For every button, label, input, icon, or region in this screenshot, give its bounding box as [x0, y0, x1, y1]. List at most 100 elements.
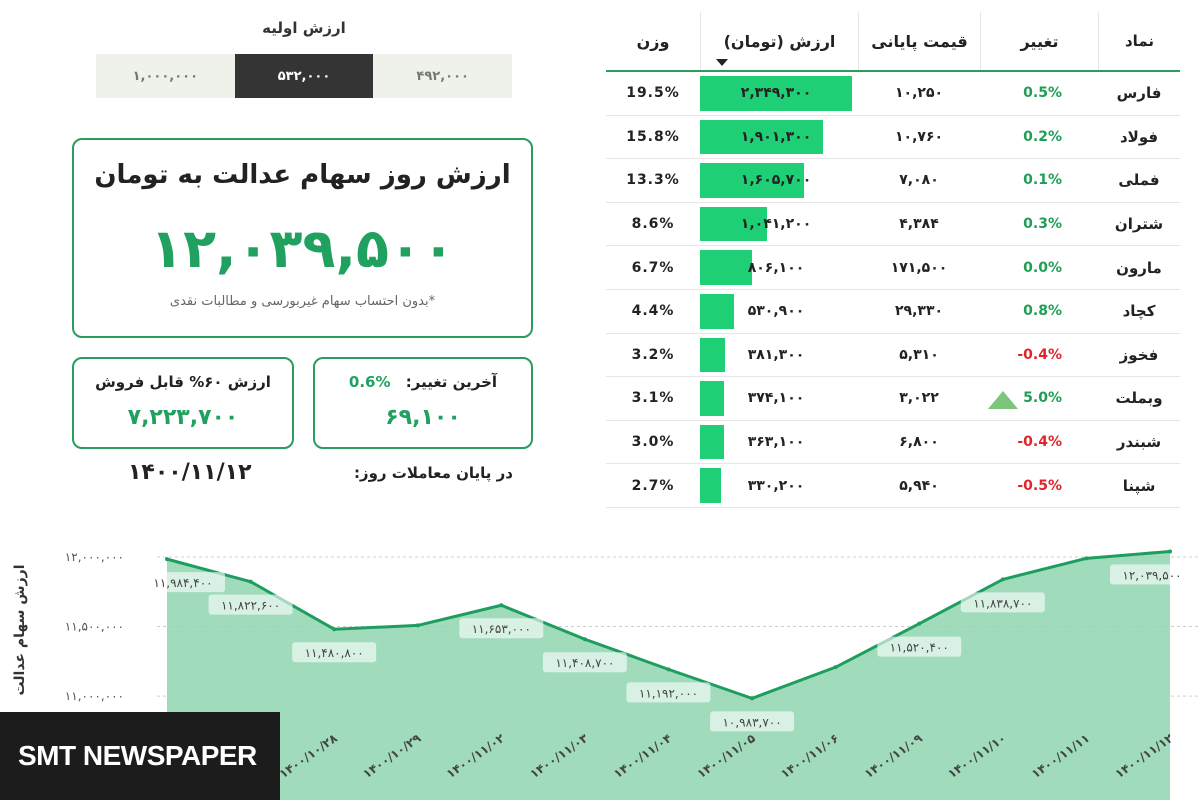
- data-label-box: [1110, 564, 1194, 585]
- change-percent: 0.3%: [1023, 216, 1062, 233]
- initial-option-492000[interactable]: ۴۹۲,۰۰۰: [373, 54, 513, 98]
- value-bar: [700, 337, 725, 373]
- symbol-cell: کچاد: [1122, 302, 1156, 321]
- change-percent: 0.1%: [1023, 172, 1062, 189]
- value-bar: [700, 468, 722, 503]
- triangle-up-icon: [988, 391, 1018, 410]
- table-row[interactable]: شتران 0.3% ۴,۳۸۴ ۱,۰۴۱,۲۰۰ 8.6%: [606, 203, 1180, 247]
- header-value-label: ارزش (تومان): [723, 31, 836, 51]
- table-row[interactable]: فولاد 0.2% ۱۰,۷۶۰ ۱,۹۰۱,۳۰۰ 15.8%: [606, 116, 1180, 160]
- data-label: ۱۱,۵۲۰,۴۰۰: [890, 641, 949, 655]
- weight-cell: 2.7%: [631, 477, 675, 494]
- data-point: [415, 623, 420, 628]
- sellable-value-number: ۷,۲۲۳,۷۰۰: [127, 405, 239, 430]
- weight-cell: 15.8%: [626, 128, 680, 145]
- change-percent: -0.4%: [1017, 346, 1062, 363]
- change-percent: 0.0%: [1023, 259, 1062, 276]
- price-cell: ۶,۸۰۰: [899, 434, 939, 451]
- initial-value-title: ارزش اولیه: [262, 19, 346, 37]
- value-cell: ۵۳۰,۹۰۰: [700, 290, 858, 333]
- data-label-box: [292, 642, 377, 663]
- value-cell: ۲,۳۴۹,۳۰۰: [700, 72, 858, 115]
- data-label: ۱۱,۶۵۳,۰۰۰: [472, 622, 531, 636]
- date-row: ۱۴۰۰/۱۱/۱۲ در پایان معاملات روز:: [72, 460, 533, 490]
- header-value[interactable]: ارزش (تومان): [700, 12, 858, 70]
- initial-option-532000[interactable]: ۵۳۲,۰۰۰: [234, 54, 374, 98]
- change-percent: -0.5%: [1017, 477, 1062, 494]
- table-row[interactable]: شپنا -0.5% ۵,۹۴۰ ۳۳۰,۲۰۰ 2.7%: [606, 464, 1180, 508]
- change-cell: 0.2%: [980, 116, 1098, 159]
- header-price[interactable]: قیمت پایانی: [858, 12, 980, 70]
- symbol-cell: شپنا: [1122, 476, 1156, 495]
- data-point: [332, 627, 337, 632]
- weight-cell: 8.6%: [631, 216, 675, 233]
- value-text: ۳۶۳,۱۰۰: [747, 434, 805, 451]
- sort-desc-icon: [716, 59, 728, 66]
- value-text: ۸۰۶,۱۰۰: [747, 259, 805, 276]
- data-point: [582, 637, 587, 642]
- table-row[interactable]: فارس 0.5% ۱۰,۲۵۰ ۲,۳۴۹,۳۰۰ 19.5%: [606, 72, 1180, 116]
- change-cell: -0.4%: [980, 334, 1098, 377]
- initial-option-1000000[interactable]: ۱,۰۰۰,۰۰۰: [96, 54, 235, 98]
- value-text: ۲,۳۴۹,۳۰۰: [740, 85, 812, 102]
- data-label: ۱۱,۴۰۸,۷۰۰: [555, 656, 614, 670]
- table-body: فارس 0.5% ۱۰,۲۵۰ ۲,۳۴۹,۳۰۰ 19.5% فولاد 0.2% ۱۰,…: [606, 72, 1180, 508]
- value-cell: ۳۳۰,۲۰۰: [700, 464, 858, 507]
- value-bar: [700, 293, 735, 329]
- value-text: ۳۳۰,۲۰۰: [747, 477, 805, 494]
- table-row[interactable]: کچاد 0.8% ۲۹,۳۳۰ ۵۳۰,۹۰۰ 4.4%: [606, 290, 1180, 334]
- value-bar-track: [700, 293, 852, 329]
- price-cell: ۷,۰۸۰: [899, 172, 939, 189]
- data-point: [1000, 577, 1005, 582]
- header-change[interactable]: تغییر: [980, 12, 1098, 70]
- sellable-value-label: ارزش ۶۰% قابل فروش: [95, 373, 271, 391]
- header-symbol[interactable]: نماد: [1098, 12, 1180, 70]
- change-cell: 0.5%: [980, 72, 1098, 115]
- data-label: ۱۱,۸۲۲,۶۰۰: [221, 599, 280, 613]
- y-axis-title: ارزش سهام عدالت: [12, 564, 28, 695]
- data-label-box: [710, 711, 795, 732]
- symbol-cell: فولاد: [1119, 127, 1159, 146]
- weight-cell: 19.5%: [626, 85, 680, 102]
- data-label: ۱۱,۴۸۰,۸۰۰: [305, 646, 364, 660]
- data-point: [248, 579, 253, 584]
- change-cell: 0.0%: [980, 246, 1098, 289]
- value-history-chart: ۱۱,۰۰۰,۰۰۰ ۱۱,۵۰۰,۰۰۰ ۱۲,۰۰۰,۰۰۰ ارزش سهام …: [0, 520, 1200, 800]
- change-cell: -0.5%: [980, 464, 1098, 507]
- chart-canvas: ۱۱,۰۰۰,۰۰۰ ۱۱,۵۰۰,۰۰۰ ۱۲,۰۰۰,۰۰۰ ارزش سهام …: [12, 549, 1200, 800]
- last-change-label-row: آخرین تغییر: 0.6%: [315, 373, 531, 391]
- table-row[interactable]: وبملت 5.0% ۳,۰۲۲ ۳۷۴,۱۰۰ 3.1%: [606, 377, 1180, 421]
- value-cell: ۱,۶۰۵,۷۰۰: [700, 159, 858, 202]
- value-bar: [700, 76, 852, 111]
- value-bar: [700, 424, 724, 460]
- data-label: ۱۰,۹۸۳,۷۰۰: [722, 715, 781, 729]
- table-row[interactable]: شبندر -0.4% ۶,۸۰۰ ۳۶۳,۱۰۰ 3.0%: [606, 421, 1180, 465]
- price-cell: ۱۷۱,۵۰۰: [890, 259, 948, 276]
- data-point: [165, 557, 169, 562]
- data-label-box: [626, 682, 711, 703]
- price-cell: ۵,۳۱۰: [899, 346, 939, 363]
- y-tick-label: ۱۱,۵۰۰,۰۰۰: [65, 620, 124, 634]
- value-bar-track: [700, 206, 852, 242]
- change-cell: 5.0%: [980, 377, 1098, 420]
- symbol-cell: فخوز: [1119, 345, 1159, 364]
- table-row[interactable]: مارون 0.0% ۱۷۱,۵۰۰ ۸۰۶,۱۰۰ 6.7%: [606, 246, 1180, 290]
- change-percent: -0.4%: [1017, 434, 1062, 451]
- data-label-box: [141, 572, 225, 593]
- header-weight[interactable]: وزن: [636, 31, 670, 51]
- table-row[interactable]: فخوز -0.4% ۵,۳۱۰ ۳۸۱,۳۰۰ 3.2%: [606, 334, 1180, 378]
- symbol-cell: مارون: [1116, 258, 1162, 277]
- change-cell: -0.4%: [980, 421, 1098, 464]
- change-percent: 0.2%: [1023, 128, 1062, 145]
- last-change-percent: 0.6%: [348, 373, 391, 391]
- data-label-box: [960, 592, 1045, 613]
- current-value-number: ۱۲,۰۳۹,۵۰۰: [150, 217, 455, 280]
- table-row[interactable]: فملی 0.1% ۷,۰۸۰ ۱,۶۰۵,۷۰۰ 13.3%: [606, 159, 1180, 203]
- value-cell: ۳۶۳,۱۰۰: [700, 421, 858, 464]
- value-bar-track: [700, 250, 852, 285]
- value-bar-track: [700, 468, 852, 503]
- data-point: [499, 603, 504, 608]
- initial-value-selector: ارزش اولیه ۱,۰۰۰,۰۰۰ ۵۳۲,۰۰۰ ۴۹۲,۰۰۰: [96, 12, 513, 98]
- change-cell: 0.1%: [980, 159, 1098, 202]
- price-cell: ۱۰,۲۵۰: [894, 85, 944, 102]
